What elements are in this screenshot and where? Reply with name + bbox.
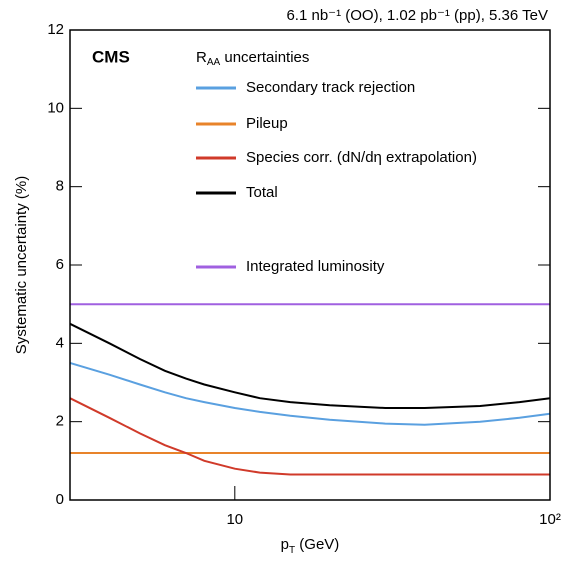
legend-label: Pileup xyxy=(246,115,288,132)
x-label-main: p xyxy=(281,536,289,553)
series-line xyxy=(69,397,550,476)
x-tick-label: 10 xyxy=(226,511,243,528)
y-tick-label: 6 xyxy=(56,256,64,273)
x-tick-label: 10² xyxy=(539,511,561,528)
plot-frame xyxy=(69,29,551,501)
x-label-sub: T xyxy=(289,545,295,556)
x-axis-label: pT (GeV) xyxy=(281,536,340,556)
y-tick-label: 4 xyxy=(56,334,64,351)
legend-label: Secondary track rejection xyxy=(246,79,415,96)
series-line xyxy=(69,361,551,426)
y-tick-label: 2 xyxy=(56,413,64,430)
legend-label: Integrated luminosity xyxy=(246,258,385,275)
experiment-label: CMS xyxy=(92,47,130,66)
legend-title: RAA uncertainties xyxy=(196,49,309,68)
series-line xyxy=(69,322,551,409)
y-axis-label: Systematic uncertainty (%) xyxy=(13,176,30,354)
legend-label: Total xyxy=(246,184,278,201)
x-label-rest: (GeV) xyxy=(295,536,339,553)
y-tick-label: 8 xyxy=(56,178,64,195)
legend-title-sub: AA xyxy=(207,57,221,68)
y-tick-label: 10 xyxy=(47,99,64,116)
legend-title-rest: uncertainties xyxy=(220,49,309,66)
y-tick-label: 12 xyxy=(47,21,64,38)
legend-title-main: R xyxy=(196,49,207,66)
chart-title: 6.1 nb⁻¹ (OO), 1.02 pb⁻¹ (pp), 5.36 TeV xyxy=(286,7,548,24)
y-tick-label: 0 xyxy=(56,491,64,508)
legend-label: Species corr. (dN/dη extrapolation) xyxy=(246,149,477,166)
